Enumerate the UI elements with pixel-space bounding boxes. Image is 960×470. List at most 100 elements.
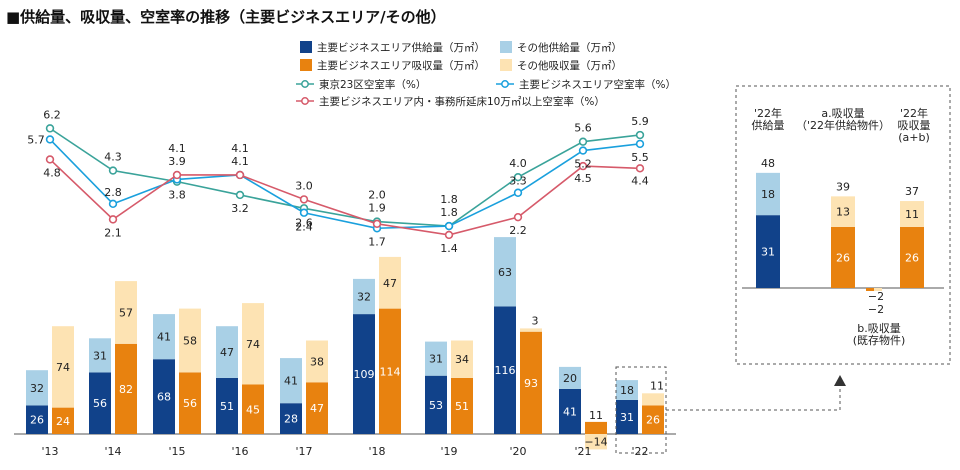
line-series-large_vac (45, 155, 645, 240)
bar-main-supply (425, 375, 447, 434)
bar-main-absorb (379, 308, 401, 434)
legend-item-main_absorb: 主要ビジネスエリア吸収量（万㎡） (300, 59, 485, 72)
line-value-label: 3.3 (509, 175, 527, 188)
bar-other-absorb (52, 326, 74, 408)
bar-label-main-absorb: 114 (380, 365, 401, 378)
bar-other-supply (26, 370, 48, 406)
bar-main-absorb (520, 331, 542, 434)
line-point-main_vac (299, 208, 309, 217)
line-value-label: 1.9 (368, 202, 386, 215)
bar-label-other-absorb: 34 (455, 353, 469, 366)
line-value-label: 4.1 (231, 155, 249, 168)
bar-main-absorb (585, 421, 607, 434)
inset-header-absorb-total-line: 吸収量 (898, 119, 931, 132)
line-value-label: 6.2 (43, 108, 61, 121)
bar-label-other-absorb: 74 (246, 338, 260, 351)
bar-main-supply (216, 377, 238, 434)
line-value-label: 4.3 (104, 151, 122, 164)
line-value-label: 4.0 (509, 157, 527, 170)
bar-main-supply (280, 403, 302, 434)
line-value-label: 5.2 (574, 158, 592, 171)
legend-label-main_vac: 主要ビジネスエリア空室率（%） (519, 78, 676, 91)
bar-other-supply (616, 380, 638, 400)
line-path-large_vac (49, 158, 641, 236)
bar-other-absorb (306, 340, 328, 383)
bar-label-other-supply: 18 (620, 384, 634, 397)
bar-label-other-absorb: 74 (56, 361, 70, 374)
legend-label-main_supply: 主要ビジネスエリア供給量（万㎡） (317, 41, 485, 54)
inset-absorb-total-main-label: 26 (905, 251, 919, 264)
line-point-large_vac (235, 170, 245, 180)
bar-main-absorb (642, 405, 664, 434)
inset-absorb-b-main (866, 288, 874, 291)
bar-main-absorb (115, 343, 137, 434)
bar-label-other-supply: 41 (284, 375, 298, 388)
legend-item-main_vac: 主要ビジネスエリア空室率（%） (496, 78, 676, 91)
line-point-main_vac (635, 139, 645, 149)
line-point-tokyo_vac (235, 190, 245, 200)
inset-header-supply-line: 供給量 (752, 118, 785, 132)
x-tick-label: '15 (168, 445, 185, 458)
x-tick-label: '16 (231, 445, 248, 458)
line-value-label: 5.9 (631, 115, 649, 128)
line-value-label: 4.8 (43, 166, 61, 179)
line-value-label: 2.8 (104, 186, 122, 199)
bar-label-other-supply: 41 (157, 331, 171, 344)
line-value-label: 1.4 (440, 242, 458, 255)
x-tick-label: '22 (631, 445, 648, 458)
line-value-label: 1.7 (368, 235, 386, 248)
line-point-tokyo_vac (108, 166, 118, 175)
bar-cluster-8: 41 20 −14 11 '21 (559, 366, 608, 458)
bar-label-main-supply: 56 (93, 397, 107, 410)
legend-marker-tokyo_vac (301, 80, 309, 88)
line-value-label: 1.8 (440, 206, 458, 219)
inset-absorb-a: 26 13 39 (831, 180, 855, 288)
inset-header-absorb-total-line: '22年 (900, 106, 928, 120)
line-point-large_vac (45, 155, 55, 164)
line-group: 6.25.74.84.32.82.14.13.93.84.14.13.23.02… (27, 108, 649, 255)
line-path-tokyo_vac (49, 127, 641, 227)
legend-label-large_vac: 主要ビジネスエリア内・事務所延床10万㎡以上空室率（%） (319, 95, 605, 108)
bar-main-absorb (52, 407, 74, 434)
bar-other-supply (89, 338, 111, 373)
bar-label-main-absorb: 26 (646, 414, 660, 427)
legend-item-tokyo_vac: 東京23区空室率（%） (296, 78, 426, 91)
bar-label-main-absorb: 24 (56, 415, 70, 428)
inset-absorb-total: 26 11 37 (900, 185, 924, 288)
bar-label-main-absorb: 93 (524, 377, 538, 390)
bar-cluster-3: 51 47 74 45 '16 (216, 303, 264, 458)
line-value-label: 5.5 (631, 151, 649, 164)
x-tick-label: '21 (574, 445, 591, 458)
bar-label-other-absorb: 11 (650, 379, 664, 392)
inset-absorb-b: −2−2 (866, 288, 884, 316)
legend-label-main_absorb: 主要ビジネスエリア吸収量（万㎡） (317, 60, 485, 72)
line-value-label: 3.2 (231, 202, 249, 215)
bar-cluster-0: 26 32 74 24 '13 (26, 326, 74, 458)
bar-label-other-supply: 63 (498, 266, 512, 279)
inset-header-absorb-a: a.吸収量（'22年供給物件） (796, 107, 890, 132)
line-point-large_vac (513, 212, 523, 222)
line-value-label: 5.6 (574, 122, 592, 135)
bar-main-supply (559, 388, 581, 434)
line-value-label: 4.1 (168, 142, 186, 155)
bar-main-absorb (179, 372, 201, 434)
bar-label-main-supply: 109 (354, 368, 375, 381)
line-value-label: 1.8 (440, 193, 458, 206)
line-point-large_vac (635, 164, 645, 173)
bar-main-absorb (306, 382, 328, 434)
inset-absorb-total-total-label: 37 (905, 185, 919, 198)
x-tick-label: '19 (440, 445, 457, 458)
inset-absorb-b-other (874, 288, 882, 291)
line-value-label: 5.7 (27, 133, 45, 146)
inset-supply: 31 18 48 (756, 157, 780, 288)
bar-main-supply (353, 314, 375, 434)
bar-other-absorb (520, 328, 542, 332)
line-value-label: 2.1 (104, 226, 122, 239)
bar-label-other-absorb: 3 (532, 314, 539, 327)
line-path-main_vac (49, 138, 641, 230)
legend-item-main_supply: 主要ビジネスエリア供給量（万㎡） (300, 41, 485, 54)
bar-other-supply (353, 278, 375, 315)
